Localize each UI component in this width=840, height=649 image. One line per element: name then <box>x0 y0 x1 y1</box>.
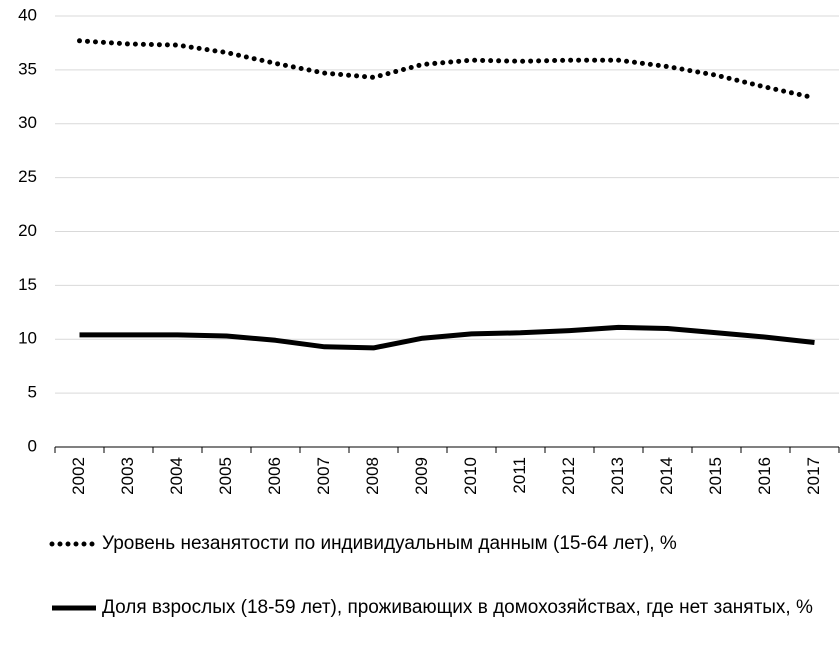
y-tick-label: 25 <box>18 167 37 186</box>
x-tick-label: 2004 <box>167 457 186 495</box>
y-tick-label: 10 <box>18 329 37 348</box>
legend-label: Уровень незанятости по индивидуальным да… <box>102 533 677 554</box>
y-tick-label: 15 <box>18 275 37 294</box>
y-tick-label: 20 <box>18 221 37 240</box>
y-tick-label: 30 <box>18 113 37 132</box>
legend-entry: Уровень незанятости по индивидуальным да… <box>0 528 814 560</box>
x-tick-label: 2012 <box>559 457 578 495</box>
legend-swatch <box>52 605 96 611</box>
legend-entry: Доля взрослых (18-59 лет), проживающих в… <box>0 592 814 624</box>
x-tick-label: 2015 <box>706 457 725 495</box>
x-tick-label: 2003 <box>118 457 137 495</box>
y-tick-label: 5 <box>28 383 37 402</box>
y-tick-label: 0 <box>28 436 37 455</box>
x-tick-label: 2005 <box>216 457 235 495</box>
chart: 0 5 10 15 20 25 30 35 40 2002 2003 2004 2005 2006 2007… <box>18 5 840 495</box>
legend-label: Доля взрослых (18-59 лет), проживающих в… <box>102 597 813 618</box>
x-tick-label: 2014 <box>657 457 676 495</box>
x-tick-label: 2002 <box>69 457 88 495</box>
x-tick-label: 2016 <box>755 457 774 495</box>
data-line <box>77 38 817 101</box>
x-tick-label: 2006 <box>265 457 284 495</box>
x-tick-label: 2017 <box>804 457 823 495</box>
y-tick-label: 40 <box>18 5 37 24</box>
y-tick-label: 35 <box>18 59 37 78</box>
x-tick-label: 2011 <box>510 457 529 494</box>
x-tick-label: 2008 <box>363 457 382 495</box>
x-tick-label: 2010 <box>461 457 480 495</box>
x-tick-label: 2007 <box>314 457 333 495</box>
x-tick-label: 2009 <box>412 457 431 495</box>
data-line <box>79 324 815 351</box>
x-tick-label: 2013 <box>608 457 627 495</box>
legend-swatch <box>49 541 99 547</box>
